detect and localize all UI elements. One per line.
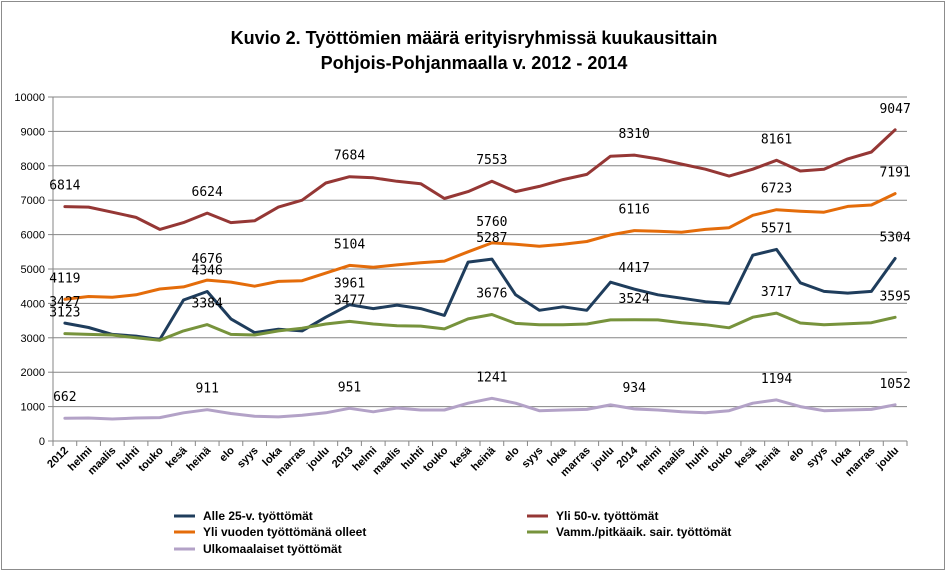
x-tick-label: touko [706, 444, 736, 474]
x-tick-label: syys [520, 445, 546, 471]
x-tick-label: heinä [754, 444, 783, 473]
y-tick-label: 0 [39, 436, 45, 448]
data-label: 5104 [334, 237, 365, 252]
legend: Alle 25-v. työttömät Yli 50-v. työttömät Y… [174, 509, 731, 556]
data-label: 3961 [334, 277, 365, 292]
series-lines [63, 128, 897, 421]
data-label: 9047 [879, 102, 910, 117]
data-label: 8310 [619, 127, 650, 142]
y-tick-label: 7000 [21, 195, 45, 207]
legend-label: Alle 25-v. työttömät [203, 509, 313, 523]
y-tick-label: 3000 [21, 333, 45, 345]
legend-label: Yli vuoden työttömänä olleet [203, 525, 366, 539]
data-label: 3717 [761, 285, 792, 300]
series-line [63, 192, 897, 301]
data-label: 7553 [476, 153, 507, 168]
x-tick-label: touko [136, 444, 166, 474]
x-tick-label: syys [804, 445, 830, 471]
data-label: 3427 [49, 295, 80, 310]
data-label: 3384 [192, 297, 223, 312]
y-tick-label: 8000 [21, 161, 45, 173]
gridlines [53, 96, 907, 408]
data-label: 1194 [761, 372, 792, 387]
legend-label: Ulkomaalaiset työttömät [203, 542, 342, 556]
chart-title-line-2: Pohjois-Pohjanmaalla v. 2012 - 2014 [320, 53, 628, 73]
data-label: 7191 [879, 166, 910, 181]
data-label: 7684 [334, 149, 365, 164]
data-label: 911 [195, 382, 218, 397]
data-label: 4417 [619, 261, 650, 276]
data-label: 6723 [761, 182, 792, 197]
data-label: 3676 [476, 287, 507, 302]
series-line [63, 396, 897, 421]
series-line [63, 128, 897, 231]
y-tick-label: 5000 [21, 264, 45, 276]
chart-title-line-1: Kuvio 2. Työttömien määrä erityisryhmiss… [230, 28, 718, 48]
x-tick-label: joulu [589, 445, 617, 473]
data-label: 3123 [49, 306, 80, 321]
chart-title: Kuvio 2. Työttömien määrä erityisryhmiss… [2, 26, 946, 76]
data-label: 934 [622, 381, 646, 396]
data-labels: 3427 4346 3961 5287 4417 5571 5304 6814 6624 7684… [49, 102, 911, 405]
data-label: 662 [53, 390, 76, 405]
legend-label: Vamm./pitkäaik. sair. työttömät [556, 525, 731, 539]
y-tick-label: 2000 [21, 367, 45, 379]
x-tick-label: touko [421, 444, 451, 474]
y-tick-label: 4000 [21, 298, 45, 310]
data-label: 6116 [619, 203, 650, 218]
y-tick-label: 10000 [14, 92, 45, 104]
data-label: 5760 [476, 215, 507, 230]
data-label: 1052 [879, 377, 910, 392]
data-label: 5304 [879, 231, 910, 246]
data-label: 951 [338, 380, 361, 395]
y-tick-label: 6000 [21, 230, 45, 242]
data-label: 6814 [49, 179, 80, 194]
data-label: 3595 [879, 289, 910, 304]
x-tick-label: syys [235, 445, 261, 471]
data-label: 3524 [619, 292, 650, 307]
data-label: 4676 [192, 252, 223, 267]
y-axis-ticks: 0 1000 2000 3000 4000 5000 6000 7000 8000 9000 100… [14, 92, 53, 448]
x-tick-label: joulu [304, 445, 332, 473]
data-label: 5571 [761, 221, 792, 236]
series-line [63, 311, 897, 342]
data-label: 3477 [334, 293, 365, 308]
x-tick-label: joulu [873, 445, 901, 473]
data-label: 1241 [476, 370, 507, 385]
data-label: 5287 [476, 231, 507, 246]
legend-label: Yli 50-v. työttömät [556, 509, 658, 523]
data-label: 8161 [761, 132, 792, 147]
y-tick-label: 1000 [21, 402, 45, 414]
series-line [63, 247, 897, 341]
x-tick-label: heinä [185, 444, 214, 473]
data-label: 4346 [192, 263, 223, 278]
data-label: 6624 [192, 185, 223, 200]
data-label: 4119 [49, 271, 80, 286]
x-tick-label: heinä [469, 444, 498, 473]
y-tick-label: 9000 [21, 126, 45, 138]
